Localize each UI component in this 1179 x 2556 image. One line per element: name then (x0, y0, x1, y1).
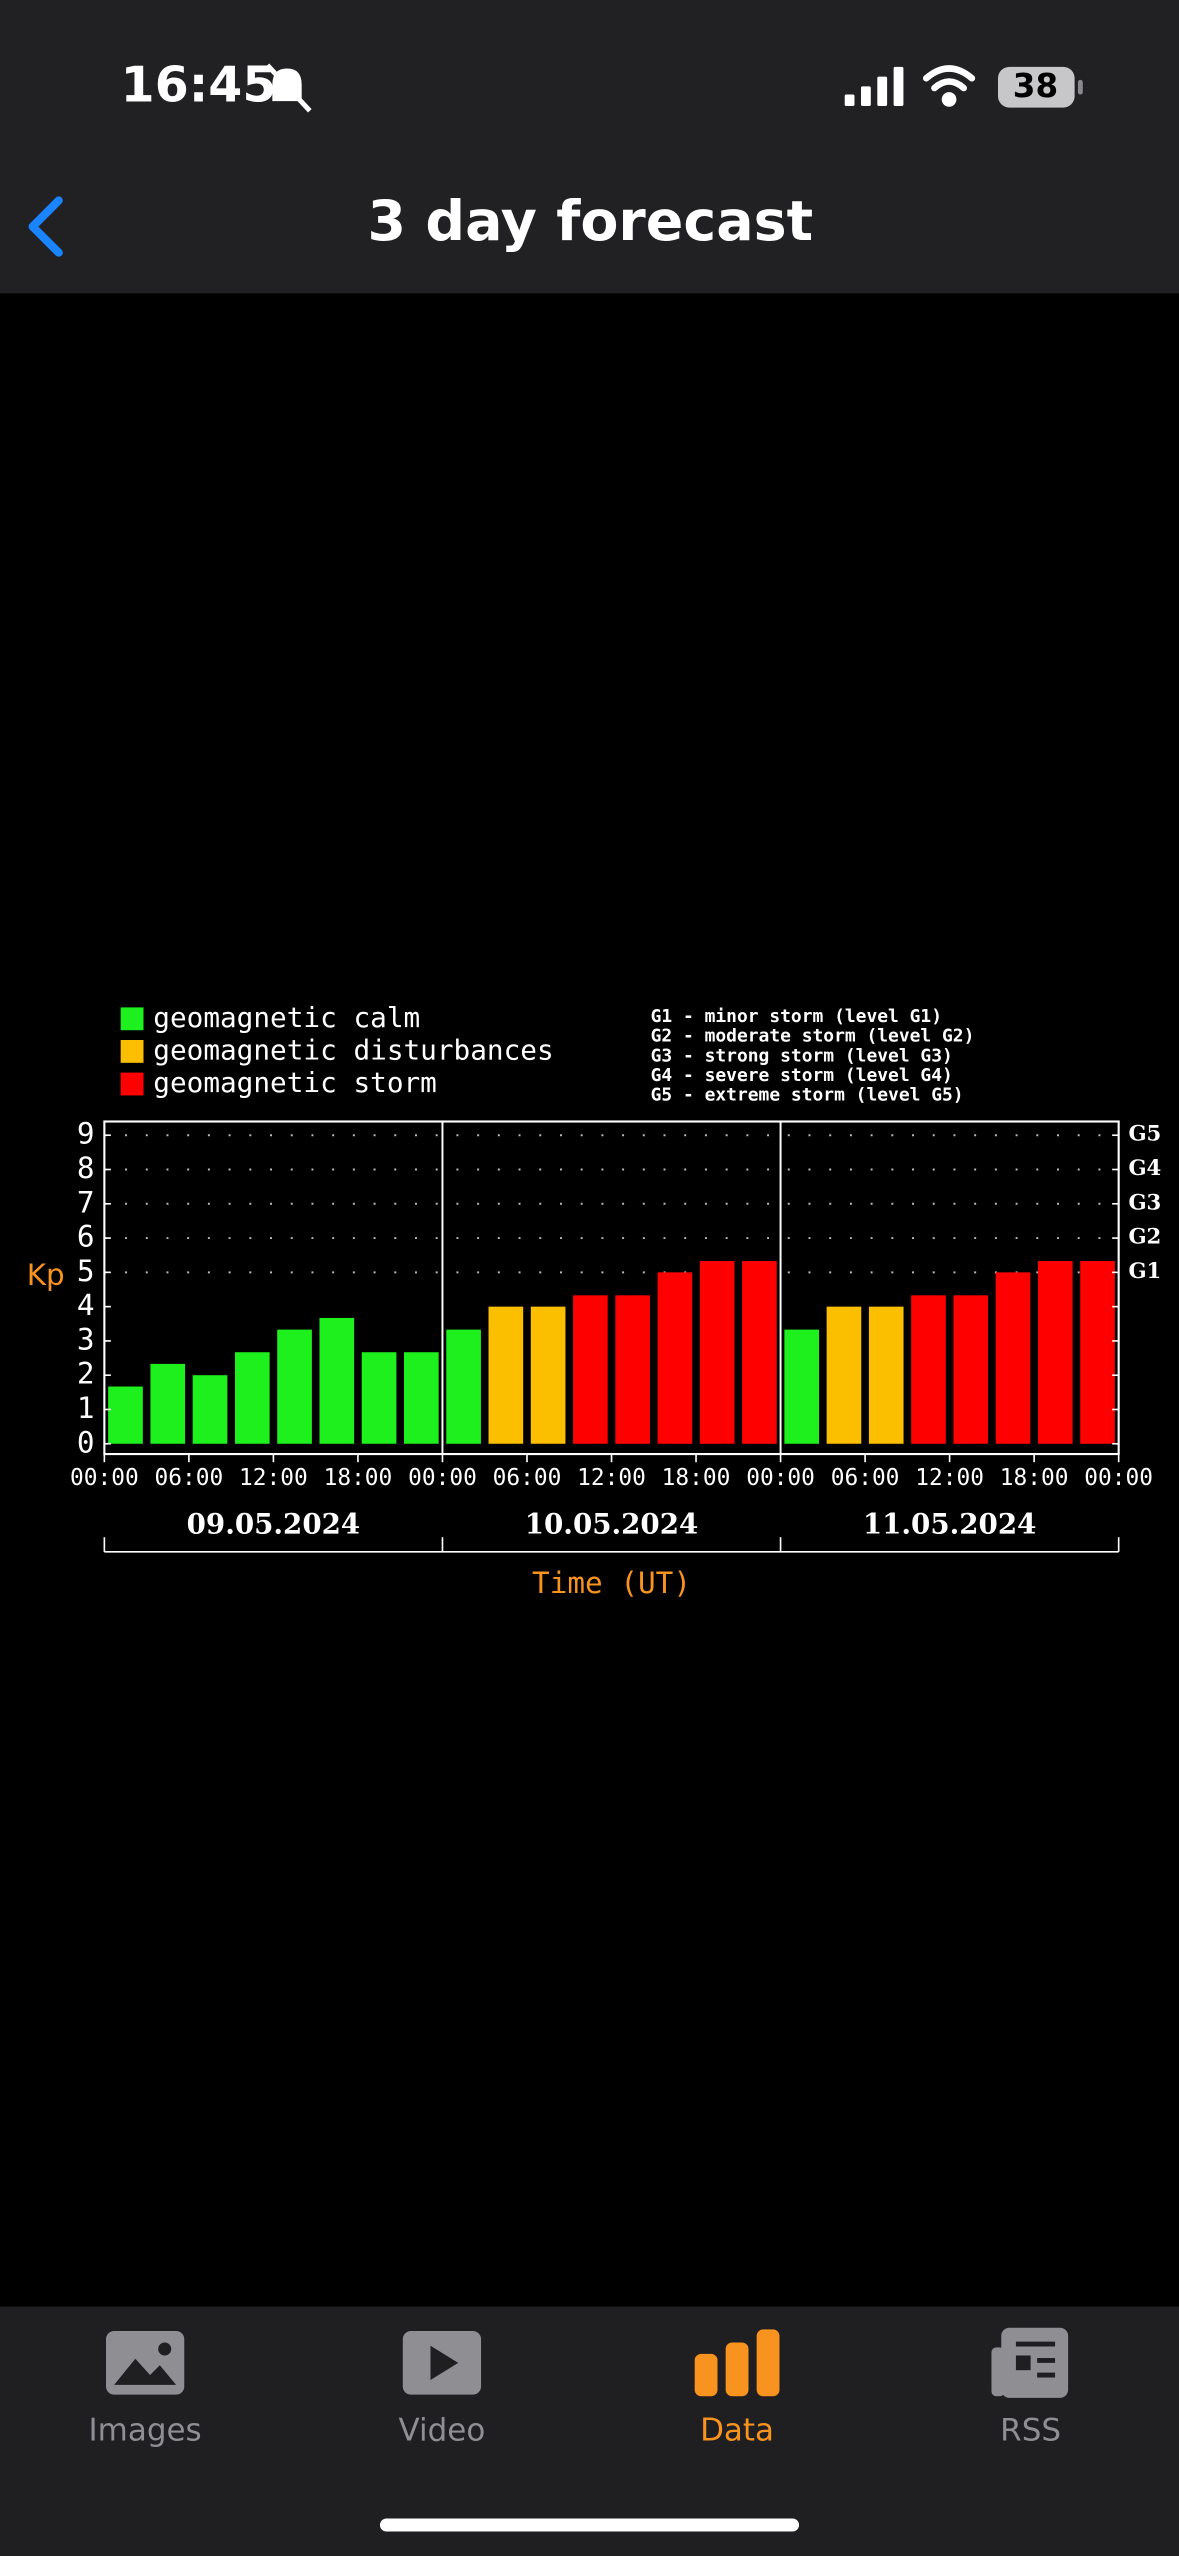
legend-swatch (120, 1040, 144, 1063)
bar (192, 1375, 228, 1444)
rss-icon (991, 2327, 1069, 2398)
day-label: 09.05.2024 (187, 1507, 361, 1540)
x-tick-label: 18:00 (324, 1465, 393, 1491)
day-label: 10.05.2024 (525, 1507, 699, 1540)
tab-label[interactable]: Video (399, 2413, 486, 2449)
bar (995, 1272, 1031, 1444)
bar (234, 1352, 270, 1444)
bar (530, 1306, 566, 1444)
header-bg (0, 0, 1179, 294)
bar (488, 1306, 524, 1444)
bar (1037, 1261, 1073, 1444)
battery-icon (997, 66, 1083, 108)
signal-icon (844, 66, 904, 106)
y2-tick-label: G3 (1128, 1189, 1161, 1214)
x-tick-label: 12:00 (239, 1465, 308, 1491)
bar (361, 1352, 397, 1444)
y-tick-label: 8 (77, 1151, 95, 1185)
y-tick-label: 1 (77, 1391, 95, 1425)
storm-level-note: G3 - strong storm (level G3) (651, 1045, 953, 1066)
y-tick-label: 4 (77, 1288, 95, 1322)
y2-tick-label: G1 (1128, 1258, 1161, 1283)
y2-tick-label: G4 (1128, 1155, 1161, 1180)
wifi-icon (922, 65, 976, 107)
storm-level-note: G4 - severe storm (level G4) (651, 1065, 953, 1086)
bar (657, 1272, 693, 1444)
bar (404, 1352, 439, 1444)
legend-swatch (120, 1072, 144, 1096)
x-tick-label: 00:00 (70, 1465, 139, 1491)
y2-tick-label: G5 (1128, 1121, 1161, 1146)
tab-icons (105, 2327, 1069, 2398)
y-tick-label: 3 (77, 1322, 95, 1356)
tab-bar-bg (0, 2306, 1179, 2556)
bar (868, 1306, 904, 1444)
bar (699, 1261, 735, 1444)
back-button[interactable] (28, 196, 63, 257)
x-tick-label: 00:00 (1084, 1465, 1153, 1491)
legend-label: geomagnetic disturbances (153, 1033, 553, 1066)
x-tick-label: 00:00 (746, 1465, 815, 1491)
x-axis-label: Time (UT) (532, 1566, 691, 1600)
bar (108, 1386, 143, 1444)
mute-icon (265, 63, 312, 113)
status-time: 16:45 (121, 57, 277, 114)
legend-swatch (120, 1007, 144, 1031)
y-tick-label: 2 (77, 1357, 95, 1391)
bar (446, 1329, 481, 1444)
bar (826, 1306, 862, 1444)
y-tick-label: 7 (77, 1185, 95, 1219)
storm-level-note: G2 - moderate storm (level G2) (651, 1026, 975, 1047)
x-tick-label: 18:00 (662, 1465, 731, 1491)
x-tick-label: 06:00 (155, 1465, 224, 1491)
legend-label: geomagnetic storm (153, 1066, 437, 1099)
x-tick-label: 18:00 (1000, 1465, 1069, 1491)
y-tick-label: 5 (77, 1254, 95, 1288)
x-tick-label: 12:00 (915, 1465, 984, 1491)
bar (1080, 1261, 1115, 1444)
images-icon (105, 2331, 185, 2395)
data-icon (694, 2329, 780, 2397)
legend-label: geomagnetic calm (153, 1001, 420, 1034)
battery-level: 38 (1013, 67, 1058, 105)
y2-tick-label: G2 (1128, 1224, 1161, 1249)
x-tick-label: 12:00 (577, 1465, 646, 1491)
bar (319, 1317, 355, 1444)
nav-title: 3 day forecast (368, 190, 814, 254)
y-axis-label: Kp (27, 1258, 65, 1292)
video-icon (402, 2331, 482, 2395)
tab-label[interactable]: Data (700, 2413, 774, 2449)
day-label: 11.05.2024 (863, 1507, 1037, 1540)
tab-label[interactable]: Images (89, 2413, 202, 2449)
bar (742, 1261, 777, 1444)
home-indicator (379, 2518, 800, 2532)
bar (615, 1295, 650, 1444)
y-tick-label: 0 (77, 1425, 95, 1459)
bar (784, 1329, 820, 1444)
x-tick-label: 00:00 (408, 1465, 477, 1491)
bar (911, 1295, 946, 1444)
x-tick-label: 06:00 (831, 1465, 900, 1491)
bar (150, 1363, 186, 1444)
tab-label[interactable]: RSS (1000, 2413, 1061, 2449)
bar (277, 1329, 312, 1444)
y-tick-label: 6 (77, 1220, 95, 1254)
bar (953, 1295, 989, 1444)
x-tick-label: 06:00 (493, 1465, 562, 1491)
storm-level-note: G5 - extreme storm (level G5) (651, 1084, 964, 1105)
y-tick-label: 9 (77, 1117, 95, 1151)
bar (573, 1295, 608, 1444)
storm-level-note: G1 - minor storm (level G1) (651, 1006, 942, 1027)
